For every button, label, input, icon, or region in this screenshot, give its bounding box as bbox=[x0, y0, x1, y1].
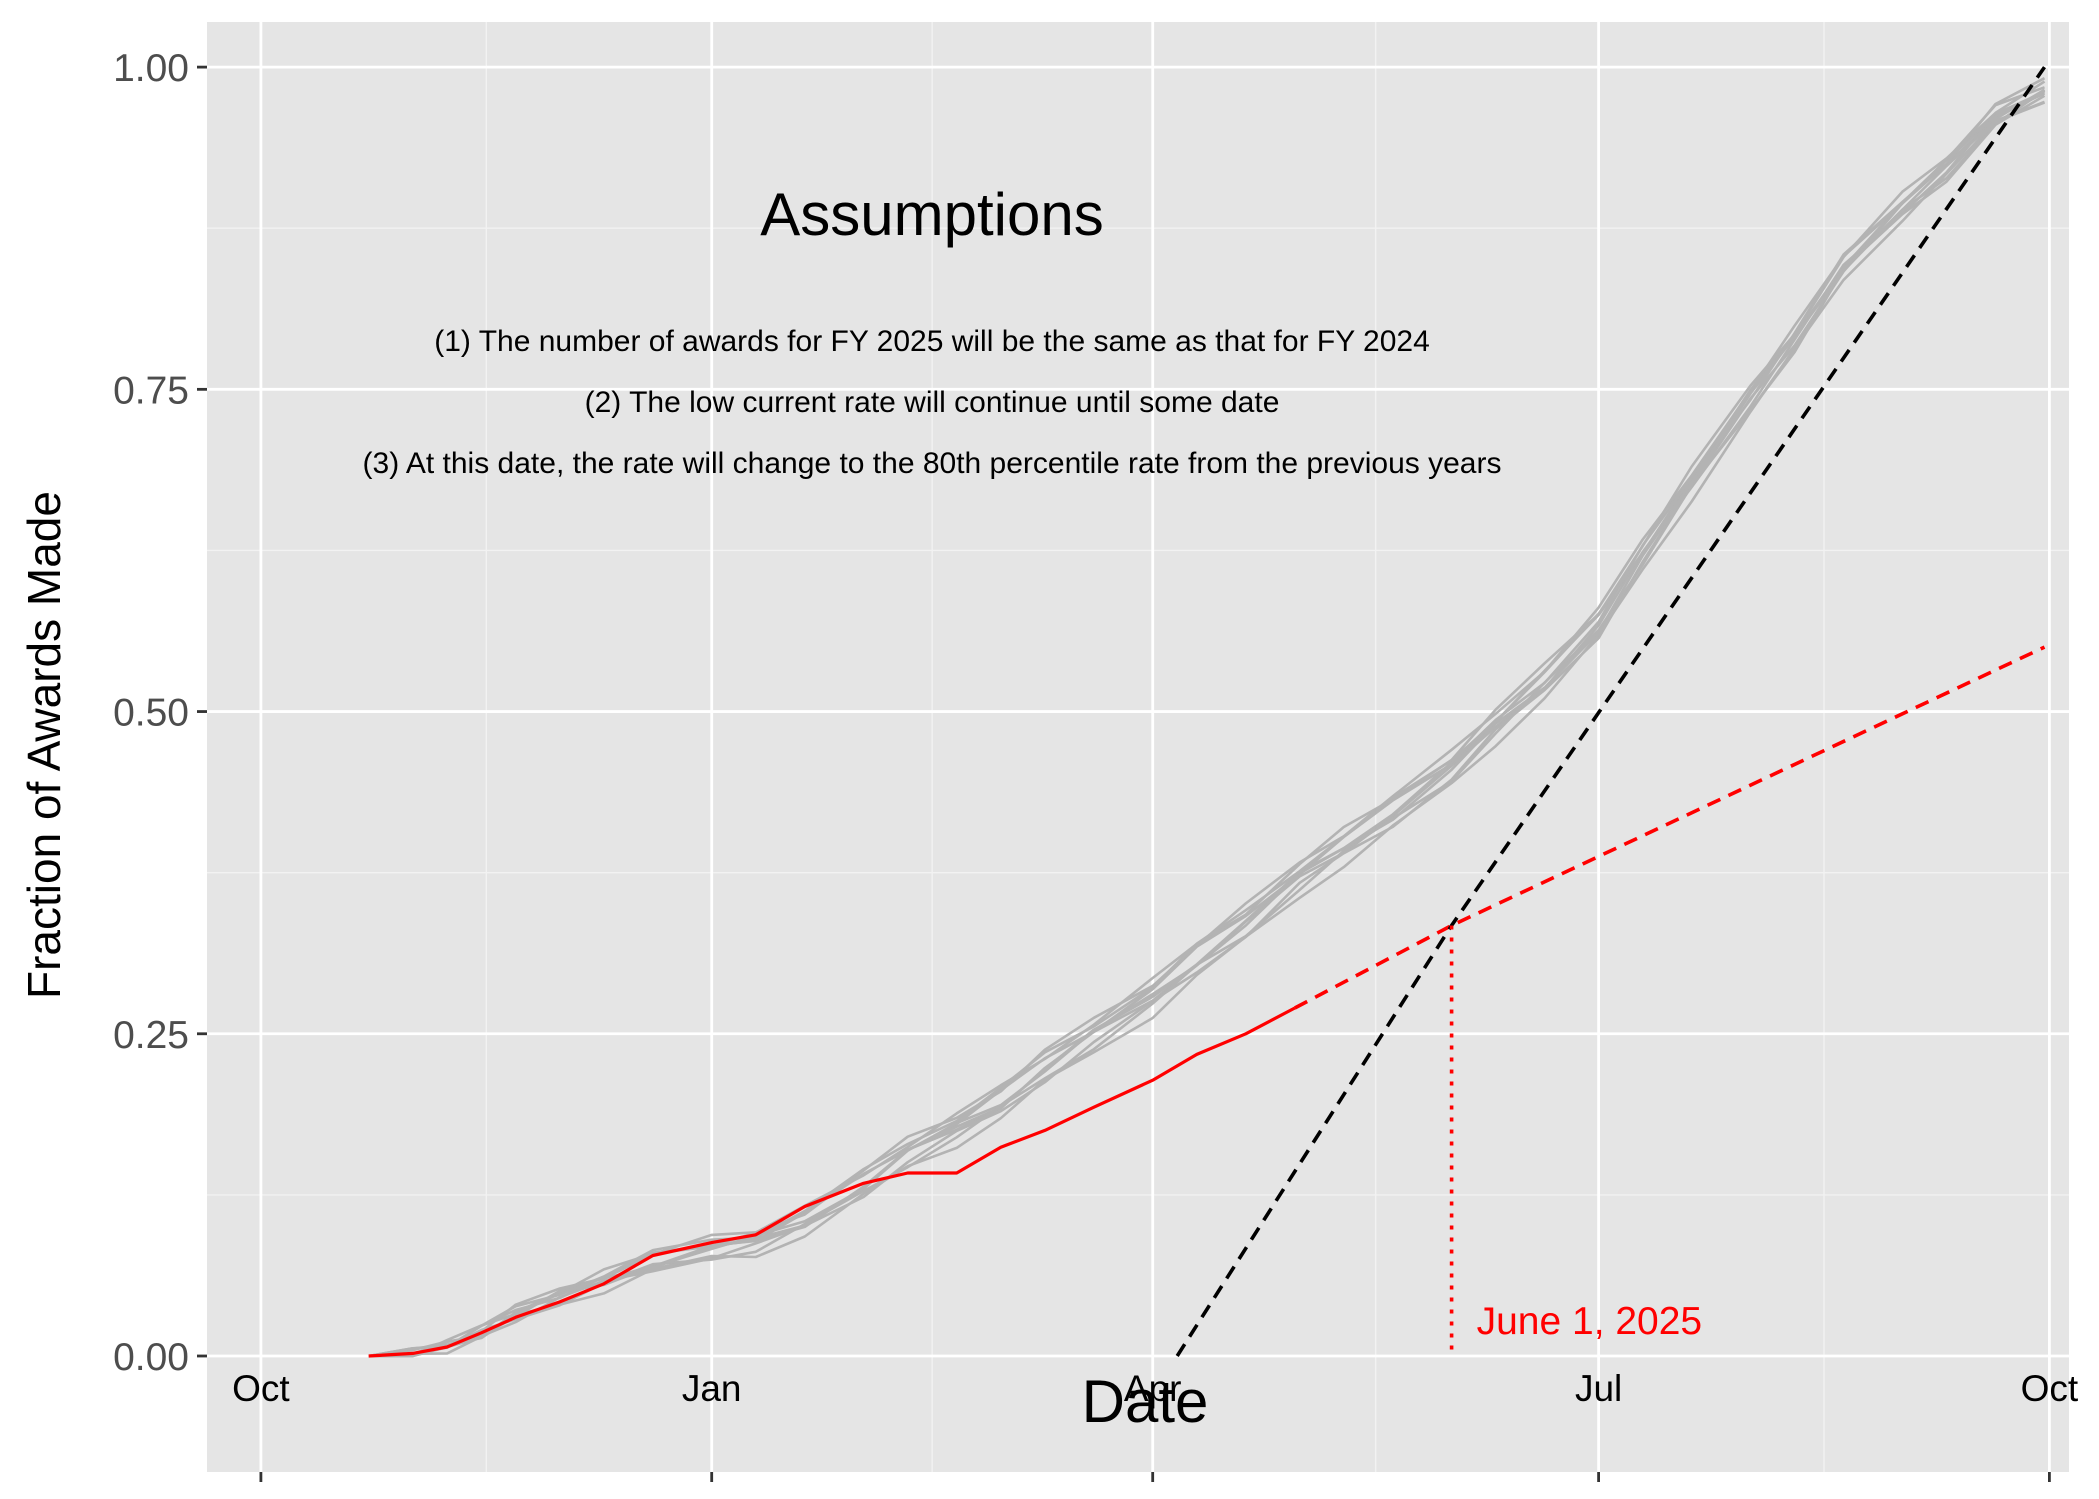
annotation-line-3: (3) At this date, the rate will change t… bbox=[363, 447, 1502, 480]
previous-year-line bbox=[368, 80, 2046, 1358]
y-tick-label: 0.00 bbox=[113, 1336, 189, 1379]
current-rate-projection-line bbox=[1293, 645, 2046, 1010]
annotation-line-1: (1) The number of awards for FY 2025 wil… bbox=[434, 325, 1430, 358]
annotation-line-2: (2) The low current rate will continue u… bbox=[585, 386, 1280, 419]
y-axis-title: Fraction of Awards Made bbox=[18, 491, 70, 999]
panel-background bbox=[207, 22, 2069, 1472]
axes: 0.00 0.25 0.50 0.75 1.00 Oct Jan Apr Jul Oct bbox=[113, 47, 2079, 1482]
y-tick-label: 1.00 bbox=[113, 47, 189, 90]
major-gridlines bbox=[207, 22, 2069, 1472]
current-year-line bbox=[368, 1006, 1296, 1358]
series-layer bbox=[368, 66, 2046, 1358]
y-tick-label: 0.50 bbox=[113, 692, 189, 735]
minor-gridlines bbox=[207, 22, 2069, 1472]
x-axis-title: Date bbox=[1082, 1368, 1209, 1435]
y-tick-label: 0.75 bbox=[113, 369, 189, 412]
switch-date-label: June 1, 2025 bbox=[1477, 1300, 1703, 1343]
x-tick-label: Jul bbox=[1575, 1368, 1622, 1409]
previous-year-line bbox=[368, 100, 2045, 1358]
previous-year-line bbox=[368, 77, 2046, 1358]
x-tick-label: Jan bbox=[682, 1368, 742, 1409]
percentile-rate-projection-line bbox=[1175, 66, 2046, 1357]
x-tick-label: Oct bbox=[2021, 1368, 2079, 1409]
x-tick-label: Apr bbox=[1124, 1368, 1182, 1409]
annotations: Assumptions (1) The number of awards for… bbox=[363, 181, 1502, 480]
previous-year-line bbox=[368, 101, 2045, 1358]
x-tick-label: Oct bbox=[232, 1368, 290, 1409]
switch-date-marker: June 1, 2025 bbox=[1449, 925, 1703, 1356]
y-tick-label: 0.25 bbox=[113, 1014, 189, 1057]
annotation-heading: Assumptions bbox=[760, 181, 1103, 248]
